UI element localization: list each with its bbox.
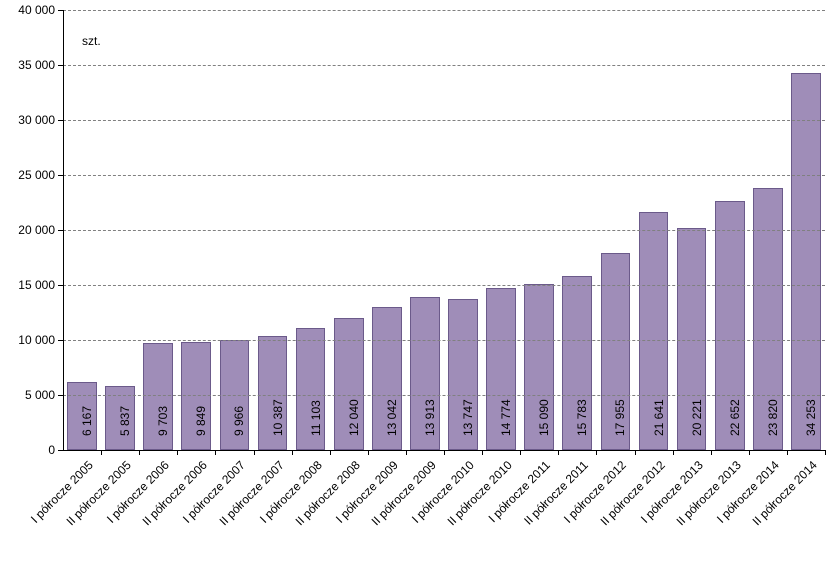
gridline [63,175,825,176]
x-axis-tick [368,450,369,455]
bar: 13 913 [410,297,440,450]
bar: 22 652 [715,201,745,450]
bar-value-label: 6 167 [80,406,94,436]
bar-value-label: 12 040 [347,399,361,436]
bar-value-label: 11 103 [309,400,323,436]
y-axis-tick-label: 30 000 [18,113,55,127]
bar-value-label: 5 837 [118,406,132,436]
bar-value-label: 21 641 [652,399,666,436]
bar: 13 042 [372,307,402,450]
x-axis-tick [711,450,712,455]
x-axis-tick [482,450,483,455]
bar-value-label: 9 966 [232,406,246,436]
y-axis-tick-label: 0 [48,443,55,457]
bar-value-label: 22 652 [728,399,742,436]
y-axis-tick-label: 25 000 [18,168,55,182]
bar: 23 820 [753,188,783,450]
bar-value-label: 17 955 [613,399,627,436]
bar-value-label: 9 849 [194,406,208,436]
bar-value-label: 13 042 [385,399,399,436]
bar: 17 955 [601,253,631,451]
chart-container: 6 167 5 837 9 703 9 849 9 966 10 387 11 103 12 … [0,0,839,565]
x-axis-tick [254,450,255,455]
bar: 34 253 [791,73,821,450]
x-axis-tick [406,450,407,455]
gridline [63,340,825,341]
gridline [63,395,825,396]
bar: 6 167 [67,382,97,450]
y-axis-line [63,10,64,450]
bar-value-label: 13 747 [461,399,475,436]
x-axis-tick [215,450,216,455]
gridline [63,285,825,286]
x-axis-tick [558,450,559,455]
x-axis-tick [673,450,674,455]
bar: 11 103 [296,328,326,450]
bar-value-label: 13 913 [423,399,437,436]
bar: 12 040 [334,318,364,450]
y-axis-tick-label: 10 000 [18,333,55,347]
x-axis-tick [749,450,750,455]
x-axis-tick [292,450,293,455]
bar: 14 774 [486,288,516,451]
bar: 13 747 [448,299,478,450]
y-axis-tick-label: 15 000 [18,278,55,292]
bar-value-label: 9 703 [156,406,170,436]
unit-label: szt. [82,34,101,48]
bar-value-label: 15 783 [575,399,589,436]
x-axis-tick [825,450,826,455]
bar: 21 641 [639,212,669,450]
gridline [63,10,825,11]
x-axis-tick [177,450,178,455]
x-axis-tick [139,450,140,455]
x-axis-tick [101,450,102,455]
gridline [63,120,825,121]
gridline [63,230,825,231]
bar: 15 783 [562,276,592,450]
x-axis-tick [444,450,445,455]
gridline [63,65,825,66]
x-axis-tick [596,450,597,455]
bar-value-label: 23 820 [766,399,780,436]
x-axis-tick [787,450,788,455]
x-axis-tick [520,450,521,455]
bar: 15 090 [524,284,554,450]
y-axis-tick-label: 40 000 [18,3,55,17]
y-axis-tick-label: 35 000 [18,58,55,72]
bar: 9 703 [143,343,173,450]
bar: 20 221 [677,228,707,450]
x-axis-tick [330,450,331,455]
y-axis-tick-label: 20 000 [18,223,55,237]
x-axis-tick [635,450,636,455]
bar-value-label: 20 221 [690,399,704,436]
bar-value-label: 34 253 [804,399,818,436]
bar-value-label: 15 090 [537,399,551,436]
bar-value-label: 14 774 [499,399,513,436]
bar: 10 387 [258,336,288,450]
y-axis-tick-label: 5 000 [25,388,55,402]
bar-value-label: 10 387 [271,399,285,436]
